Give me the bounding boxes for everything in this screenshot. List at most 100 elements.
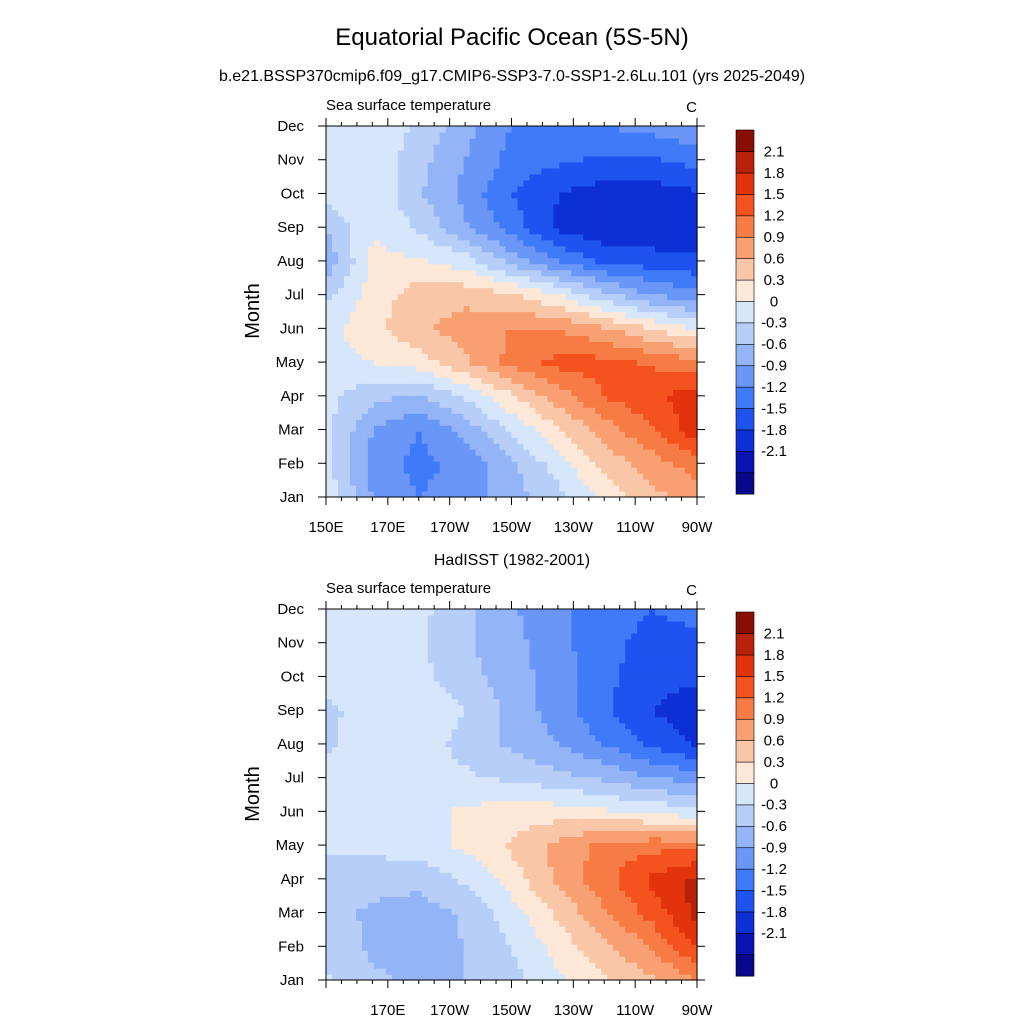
contour-cell — [541, 950, 548, 957]
contour-cell — [463, 950, 471, 957]
contour-cell — [397, 896, 405, 903]
contour-cell — [631, 974, 638, 981]
contour-cell — [343, 335, 351, 343]
contour-cell — [685, 335, 692, 343]
contour-cell — [655, 425, 662, 432]
contour-cell — [523, 479, 531, 486]
contour-cell — [463, 137, 471, 145]
contour-cell — [559, 251, 566, 259]
contour-cell — [367, 974, 375, 981]
contour-cell — [637, 389, 644, 396]
contour-cell — [481, 491, 489, 498]
contour-cell — [487, 890, 495, 897]
contour-cell — [391, 884, 399, 891]
contour-cell — [439, 377, 447, 384]
contour-cell — [523, 950, 531, 957]
contour-cell — [391, 251, 399, 259]
contour-cell — [463, 149, 471, 157]
contour-cell — [625, 299, 632, 307]
contour-cell — [445, 257, 453, 265]
contour-cell — [589, 317, 596, 325]
contour-cell — [397, 878, 405, 885]
contour-cell — [499, 245, 507, 253]
contour-cell — [565, 299, 572, 307]
contour-cell — [529, 944, 537, 951]
contour-cell — [523, 377, 531, 384]
contour-cell — [577, 884, 584, 891]
contour-cell — [427, 485, 435, 492]
contour-cell — [439, 209, 447, 217]
contour-cell — [661, 137, 668, 145]
contour-cell — [427, 425, 435, 432]
contour-cell — [481, 161, 489, 169]
contour-cell — [373, 287, 381, 295]
contour-cell — [613, 287, 620, 295]
contour-cell — [607, 209, 614, 217]
contour-cell — [547, 944, 554, 951]
contour-cell — [685, 269, 692, 277]
contour-cell — [403, 251, 411, 259]
contour-cell — [577, 359, 584, 366]
contour-cell — [655, 359, 662, 366]
contour-cell — [601, 179, 608, 187]
contour-cell — [409, 962, 417, 969]
contour-cell — [439, 479, 447, 486]
contour-cell — [355, 455, 363, 462]
contour-cell — [457, 317, 465, 325]
contour-cell — [511, 950, 519, 957]
contour-cell — [631, 479, 638, 486]
contour-cell — [547, 305, 554, 313]
contour-cell — [397, 884, 405, 891]
contour-cell — [679, 293, 686, 301]
contour-cell — [619, 437, 626, 444]
contour-cell — [505, 227, 513, 235]
contour-cell — [361, 281, 369, 289]
contour-cell — [475, 203, 483, 211]
contour-cell — [499, 365, 507, 372]
contour-cell — [493, 401, 501, 408]
contour-cell — [661, 185, 668, 193]
contour-cell — [661, 926, 668, 933]
contour-cell — [637, 485, 644, 492]
contour-cell — [469, 365, 477, 372]
contour-cell — [463, 305, 471, 313]
contour-cell — [661, 908, 668, 915]
contour-cell — [517, 956, 525, 963]
contour-cell — [571, 431, 578, 438]
contour-cell — [427, 377, 435, 384]
contour-cell — [391, 902, 399, 909]
contour-cell — [571, 473, 578, 480]
contour-cell — [667, 920, 674, 927]
contour-cell — [505, 956, 513, 963]
contour-cell — [493, 179, 501, 187]
contour-cell — [355, 323, 363, 331]
contour-cell — [481, 281, 489, 289]
contour-cell — [589, 293, 596, 301]
contour-cell — [427, 143, 435, 151]
contour-cell — [577, 341, 584, 348]
contour-cell — [487, 203, 495, 211]
contour-cell — [451, 902, 459, 909]
contour-cell — [475, 407, 483, 414]
contour-cell — [403, 239, 411, 247]
contour-cell — [445, 197, 453, 205]
contour-cell — [631, 365, 638, 372]
contour-cell — [679, 191, 686, 199]
contour-cell — [601, 317, 608, 325]
contour-cell — [583, 920, 590, 927]
contour-cell — [367, 467, 375, 474]
contour-cell — [427, 896, 435, 903]
contour-cell — [457, 269, 465, 277]
contour-cell — [535, 221, 543, 229]
contour-cell — [343, 896, 351, 903]
contour-cell — [649, 485, 656, 492]
contour-cell — [457, 932, 465, 939]
contour-cell — [595, 968, 602, 975]
contour-cell — [661, 896, 668, 903]
contour-cell — [649, 137, 656, 145]
contour-cell — [667, 299, 674, 307]
contour-cell — [583, 317, 590, 325]
contour-cell — [337, 251, 345, 259]
contour-cell — [415, 329, 423, 337]
contour-cell — [415, 317, 423, 325]
